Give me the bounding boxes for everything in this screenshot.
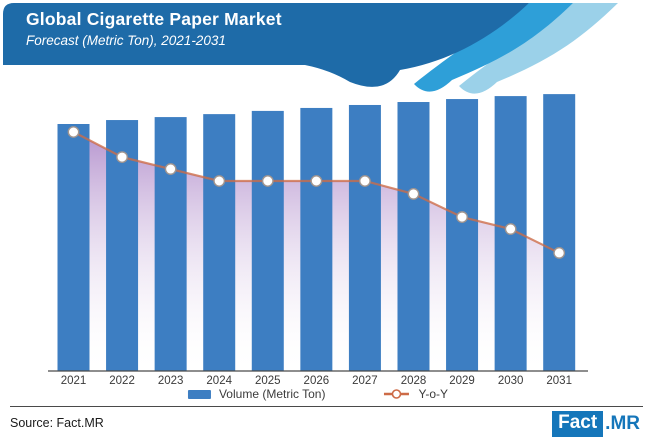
logo-mr-text: .MR: [605, 413, 640, 434]
yoy-marker-2027: [359, 175, 371, 187]
volume-bar-2023: [154, 117, 187, 371]
legend-volume-label: Volume (Metric Ton): [218, 387, 326, 401]
volume-bar-2031: [543, 94, 576, 371]
logo-fact-box: Fact: [552, 411, 604, 437]
x-axis-labels: 2021 2022 2023 2024 2025 2026 2027 2028 2029 2030…: [0, 375, 650, 389]
chart-subtitle: Forecast (Metric Ton), 2021-2031: [26, 33, 226, 48]
volume-bar-2028: [397, 102, 430, 371]
chart-title: Global Cigarette Paper Market: [26, 9, 282, 29]
x-axis-label-2021: 2021: [60, 375, 87, 387]
volume-bar-2024: [203, 114, 236, 372]
x-axis-label-2023: 2023: [157, 375, 184, 387]
x-axis-label-2022: 2022: [109, 375, 135, 387]
yoy-marker-2031: [553, 247, 566, 259]
x-axis-label-2030: 2030: [497, 375, 524, 387]
volume-bar-2021: [57, 124, 90, 371]
yoy-marker-2026: [310, 175, 323, 187]
x-axis-label-2024: 2024: [206, 375, 232, 387]
factmr-logo: Fact .MR: [552, 411, 640, 437]
x-axis-label-2028: 2028: [400, 375, 427, 387]
yoy-marker-2025: [261, 175, 274, 187]
yoy-marker-2023: [164, 163, 177, 175]
footer-divider: [10, 406, 643, 407]
source-note: Source: Fact.MR: [10, 416, 104, 430]
x-axis-label-2027: 2027: [352, 375, 378, 387]
volume-bar-2029: [446, 99, 479, 371]
ribbon-light-shape: [459, 3, 618, 94]
yoy-marker-2024: [213, 175, 226, 187]
yoy-marker-2029: [456, 211, 468, 223]
volume-bar-2027: [348, 104, 381, 371]
ribbon-mid-shape: [414, 3, 573, 92]
header-band-shape: [3, 3, 529, 87]
x-axis-label-2026: 2026: [303, 375, 330, 387]
yoy-marker-2030: [504, 223, 517, 235]
header-banner: [3, 3, 618, 94]
volume-bar-2026: [300, 107, 333, 371]
yoy-marker-2028: [407, 188, 420, 200]
volume-bars: [57, 94, 576, 372]
legend-yoy-label: Y-o-Y: [418, 387, 449, 401]
x-axis-label-2031: 2031: [546, 375, 572, 387]
x-axis-label-2025: 2025: [254, 375, 281, 387]
legend-volume-swatch-icon: [187, 389, 211, 399]
volume-bar-2025: [251, 110, 284, 371]
yoy-marker-2021: [67, 126, 80, 138]
x-axis-label-2029: 2029: [449, 375, 475, 387]
yoy-markers: [67, 126, 566, 259]
yoy-marker-2022: [116, 151, 128, 163]
chart-legend: Volume (Metric Ton) Y-o-Y: [187, 387, 449, 401]
legend-yoy-marker-icon: [384, 389, 410, 399]
